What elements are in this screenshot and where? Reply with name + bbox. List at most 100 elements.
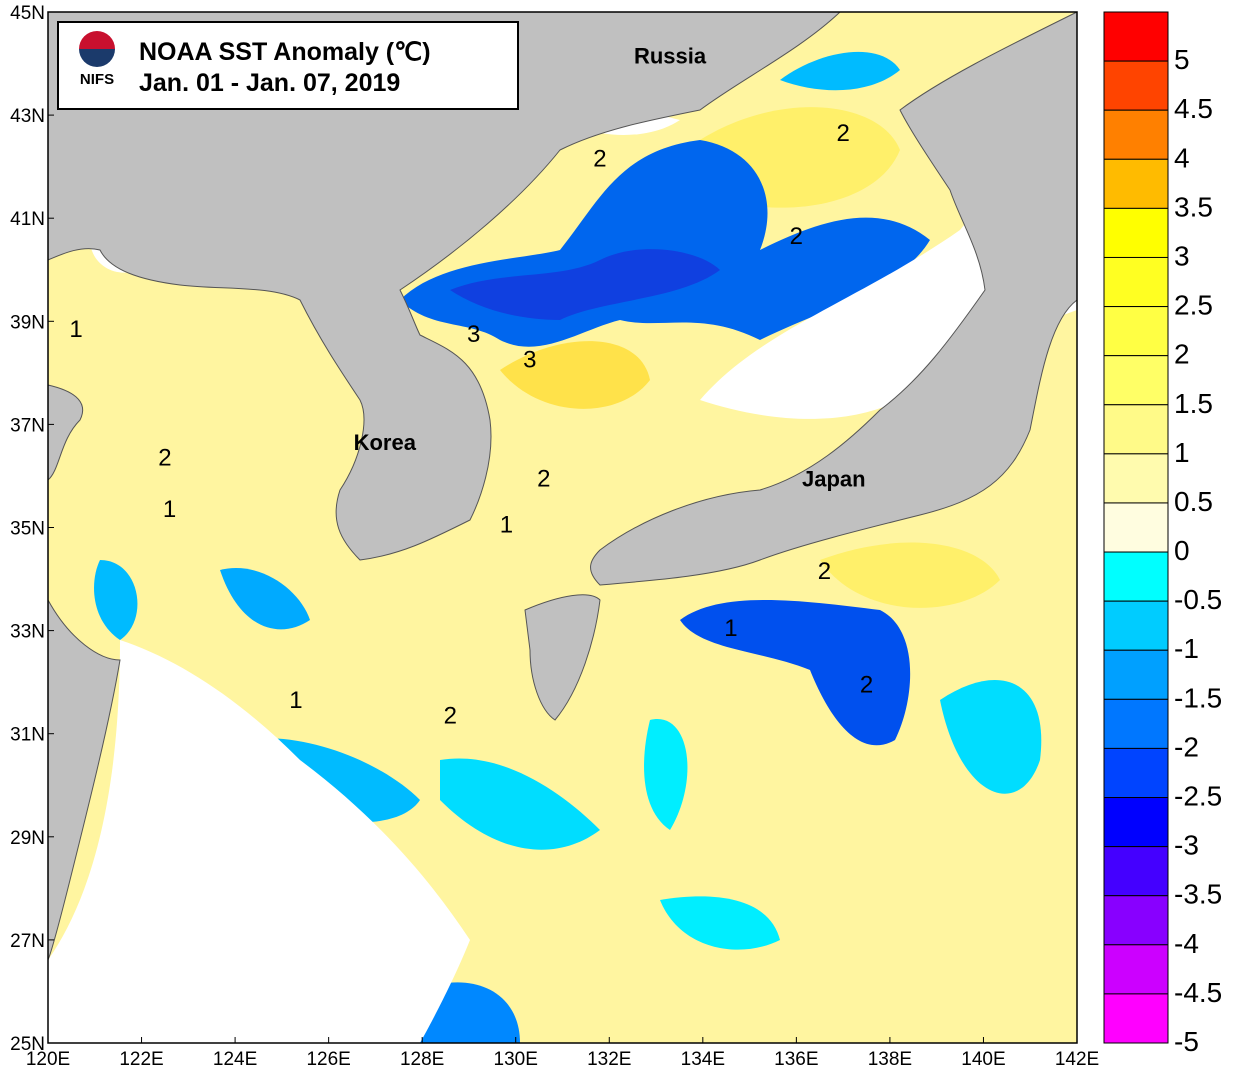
place-labels: Russia Korea Japan (354, 44, 866, 492)
x-tick-label: 130E (494, 1049, 538, 1070)
place-label-korea: Korea (354, 430, 417, 455)
colorbar-label: -2 (1174, 731, 1199, 762)
warm-patch (500, 341, 650, 409)
colorbar-swatch (1103, 649, 1169, 700)
contour-label: 2 (537, 465, 550, 492)
colorbar-swatch (1103, 698, 1169, 749)
colorbar-swatch (1103, 355, 1169, 406)
colorbar-swatch (1103, 256, 1169, 308)
x-tick-label: 142E (1055, 1049, 1099, 1070)
y-tick-label: 25N (10, 1034, 45, 1055)
colorbar-label: 0.5 (1174, 486, 1213, 517)
cold-patch-south-japan (680, 600, 911, 746)
contour-label: 2 (790, 223, 803, 250)
colorbar-label: -0.5 (1174, 584, 1222, 615)
colorbar-swatch (1103, 797, 1169, 848)
colorbar-swatch (1103, 306, 1169, 357)
colorbar-label: -1.5 (1174, 682, 1222, 713)
contour-label: 1 (500, 512, 513, 539)
x-tick-label: 124E (213, 1049, 257, 1070)
colorbar-swatch (1103, 404, 1169, 455)
colorbar-label: -5 (1174, 1026, 1199, 1057)
x-tick-label: 120E (26, 1049, 70, 1070)
map-title: NOAA SST Anomaly (℃) (139, 38, 431, 66)
x-tick-label: 128E (400, 1049, 444, 1070)
y-tick-label: 27N (10, 931, 45, 952)
x-tick-label: 132E (587, 1049, 631, 1070)
y-tick-label: 43N (10, 106, 45, 127)
nifs-emblem-icon (79, 31, 115, 67)
colorbar-swatch (1103, 11, 1169, 62)
colorbar-swatch (1103, 600, 1169, 651)
y-tick-label: 33N (10, 622, 45, 643)
land-china-south (47, 599, 121, 961)
x-tick-label: 126E (306, 1049, 350, 1070)
land (47, 11, 1078, 961)
y-tick-label: 41N (10, 209, 45, 230)
colorbar-swatch (1103, 895, 1169, 946)
cold-patch (660, 896, 780, 950)
colorbar-swatch (1103, 993, 1169, 1044)
y-tick-label: 39N (10, 312, 45, 333)
colorbar-swatch (1103, 944, 1169, 995)
cold-patch (94, 560, 138, 640)
contour-label: 2 (860, 671, 873, 698)
cold-patch (644, 719, 688, 830)
colorbar-label: 1.5 (1174, 388, 1213, 419)
x-tick-label: 134E (681, 1049, 725, 1070)
contour-label: 1 (163, 496, 176, 523)
nifs-logo: NIFS (71, 31, 123, 101)
place-label-japan: Japan (802, 466, 866, 491)
colorbar-label: 0 (1174, 535, 1190, 566)
colorbar: 5 4.5 4 3.5 3 2.5 2 1.5 1 0.5 0 -0.5 -1 -1.5 -2 -2.5 -3 -… (1103, 11, 1222, 1057)
logo-text: NIFS (79, 71, 115, 88)
colorbar-label: -3.5 (1174, 879, 1222, 910)
cold-patch (440, 758, 600, 850)
contour-label: 3 (467, 321, 480, 348)
date-range: Jan. 01 - Jan. 07, 2019 (139, 69, 401, 97)
colorbar-label: 3 (1174, 240, 1190, 271)
colorbar-swatch (1103, 109, 1169, 160)
cold-patch (220, 568, 310, 630)
y-tick-label: 29N (10, 828, 45, 849)
x-tick-label: 136E (774, 1049, 818, 1070)
colorbar-swatch (1103, 747, 1169, 799)
contour-label: 2 (818, 558, 831, 585)
contour-label: 1 (289, 687, 302, 714)
colorbar-swatch (1103, 207, 1169, 258)
contour-label: 2 (444, 702, 457, 729)
cold-patch (780, 51, 900, 91)
y-tick-label: 35N (10, 519, 45, 540)
y-tick-label: 37N (10, 415, 45, 436)
title-box: NIFS NOAA SST Anomaly (℃) Jan. 01 - Jan.… (57, 21, 519, 110)
cold-patch (940, 680, 1042, 794)
colorbar-label: 3.5 (1174, 191, 1213, 222)
colorbar-swatch (1103, 551, 1169, 602)
colorbar-swatch (1103, 60, 1169, 111)
colorbar-label: 4 (1174, 142, 1190, 173)
place-label-russia: Russia (634, 44, 707, 69)
cold-patch (420, 982, 520, 1043)
colorbar-label: 2 (1174, 339, 1190, 370)
contour-label: 1 (724, 615, 737, 642)
colorbar-label: -4.5 (1174, 977, 1222, 1008)
contour-label: 1 (69, 316, 82, 343)
colorbar-label: 5 (1174, 44, 1190, 75)
colorbar-label: -1 (1174, 633, 1199, 664)
contour-label: 2 (593, 146, 606, 173)
x-tick-label: 138E (868, 1049, 912, 1070)
land-asia-north (47, 11, 842, 561)
colorbar-label: -2.5 (1174, 781, 1222, 812)
land-japan-honshu (590, 11, 1078, 586)
y-tick-label: 31N (10, 725, 45, 746)
x-tick-label: 122E (119, 1049, 163, 1070)
contour-label: 2 (158, 445, 171, 472)
colorbar-swatch (1103, 846, 1169, 897)
colorbar-label: 2.5 (1174, 290, 1213, 321)
colorbar-label: 4.5 (1174, 93, 1213, 124)
colorbar-swatch (1103, 502, 1169, 553)
colorbar-label: 1 (1174, 437, 1190, 468)
x-tick-label: 140E (961, 1049, 1005, 1070)
